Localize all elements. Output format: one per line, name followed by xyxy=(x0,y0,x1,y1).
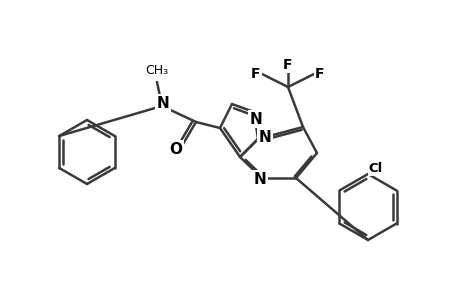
Text: N: N xyxy=(249,112,262,127)
Text: F: F xyxy=(283,58,292,72)
Text: F: F xyxy=(251,67,260,81)
Text: N: N xyxy=(253,172,266,187)
Text: CH₃: CH₃ xyxy=(145,64,168,77)
Text: N: N xyxy=(258,130,271,145)
Text: O: O xyxy=(169,142,182,157)
Text: Cl: Cl xyxy=(368,161,382,175)
Text: F: F xyxy=(314,67,324,81)
Text: N: N xyxy=(156,95,169,110)
